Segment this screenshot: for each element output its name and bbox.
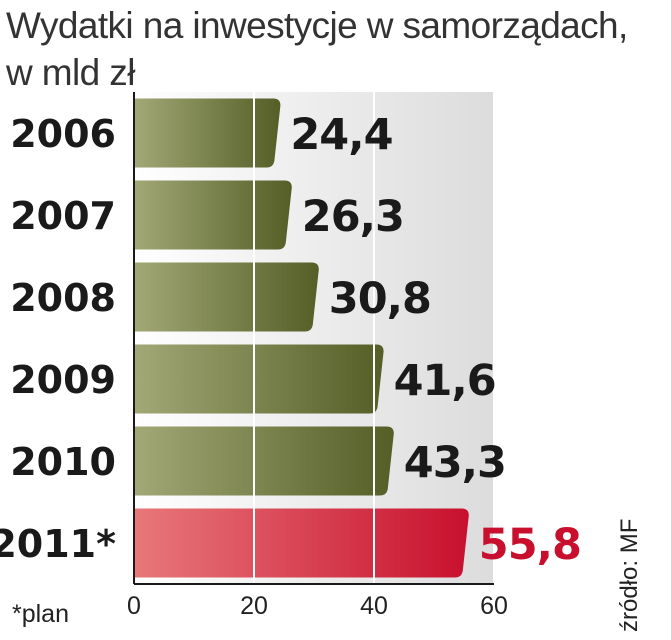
- value-label: 26,3: [302, 192, 404, 242]
- value-label: 41,6: [394, 356, 496, 406]
- plot-background: [134, 92, 494, 584]
- x-tick-label: 0: [127, 592, 141, 620]
- x-tick-label: 60: [480, 592, 508, 620]
- category-label: 2008: [10, 276, 116, 320]
- value-label: 24,4: [290, 110, 392, 160]
- x-tick-label: 40: [360, 592, 388, 620]
- chart-title-line-1: Wydatki na inwestycje w samorządach,: [6, 5, 628, 46]
- source-label: źródło: MF: [616, 518, 643, 632]
- value-label: 55,8: [479, 520, 581, 570]
- value-label: 43,3: [404, 438, 506, 488]
- bar-2007: [134, 180, 292, 250]
- bar-2008: [134, 262, 319, 332]
- bar-2009: [134, 344, 384, 414]
- bar-2010: [134, 426, 394, 496]
- footnote: *plan: [12, 600, 69, 628]
- chart-title: Wydatki na inwestycje w samorządach, w m…: [6, 2, 628, 96]
- category-label: 2010: [10, 440, 116, 484]
- category-label: 2009: [10, 358, 116, 402]
- x-tick-label: 20: [240, 592, 268, 620]
- category-label: 2006: [10, 112, 116, 156]
- chart-subtitle: w mld zł: [6, 52, 135, 93]
- bar-2006: [134, 98, 281, 168]
- category-label: 2007: [10, 194, 116, 238]
- bar-2011: [134, 508, 469, 578]
- value-label: 30,8: [329, 274, 431, 324]
- category-label: 2011*: [0, 522, 116, 566]
